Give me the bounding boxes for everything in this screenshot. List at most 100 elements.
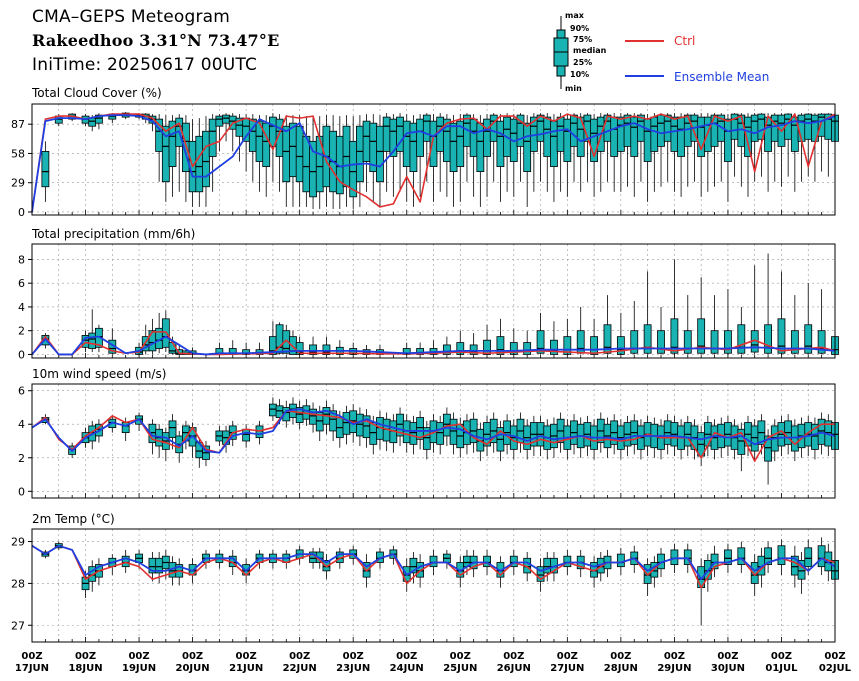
box-body: [222, 114, 230, 124]
box-body: [355, 125, 364, 183]
x-tick-label-date: 22JUN: [283, 663, 317, 674]
x-tick-label-time: 00Z: [450, 651, 471, 662]
box-body: [737, 324, 746, 354]
box-body: [750, 114, 759, 142]
box-body: [88, 332, 97, 349]
mean-line: [31, 408, 836, 454]
y-tick-label: 0: [18, 485, 25, 498]
legend-mean-label: Ensemble Mean: [674, 70, 769, 84]
box-body: [483, 118, 491, 157]
box-body: [804, 113, 813, 140]
box-body: [724, 549, 732, 565]
box-body: [342, 412, 351, 435]
box-body: [429, 555, 438, 568]
legend-box-label: 10%: [570, 70, 589, 79]
y-tick-label: 0: [18, 348, 25, 361]
panel-1: Total precipitation (mm/6h) 0 2 4 6 8: [18, 227, 839, 361]
panel-0: Total Cloud Cover (%) 0 29 58 87: [11, 86, 839, 219]
x-tick-label-date: 25JUN: [443, 663, 477, 674]
x-tick-label-time: 00Z: [610, 651, 631, 662]
box-body: [376, 125, 384, 183]
x-tick-label-date: 28JUN: [604, 663, 638, 674]
box-body: [469, 118, 478, 157]
box-body: [536, 330, 545, 354]
mean-line: [31, 114, 836, 213]
x-tick-label-time: 00Z: [503, 651, 524, 662]
y-tick-label: 87: [11, 118, 25, 131]
box-body: [570, 114, 578, 147]
box-body: [88, 117, 97, 127]
box-body: [643, 324, 652, 354]
box-body: [657, 114, 665, 147]
box-body: [242, 428, 251, 442]
legend-box-label: max: [565, 11, 585, 20]
box-body: [764, 116, 772, 152]
box-body: [295, 125, 304, 183]
box-body: [710, 553, 719, 570]
box-body: [683, 549, 692, 565]
box-body: [483, 339, 491, 355]
mean-line: [31, 335, 836, 356]
box-body: [670, 116, 679, 152]
box-body: [804, 547, 813, 568]
box-body: [817, 545, 826, 568]
y-tick-label: 29: [11, 536, 25, 549]
box-body: [650, 116, 659, 152]
location-label: Rakeedhoo 3.31°N 73.47°E: [32, 31, 280, 50]
box-body: [202, 130, 210, 188]
x-tick-label-time: 00Z: [664, 651, 685, 662]
y-tick-label: 0: [18, 206, 25, 219]
box-body: [543, 557, 552, 574]
box-body: [550, 120, 558, 167]
box-body: [483, 555, 491, 568]
box-body: [677, 116, 685, 157]
box-body: [657, 330, 665, 354]
y-tick-label: 29: [11, 177, 25, 190]
x-tick-label-time: 00Z: [182, 651, 203, 662]
ctrl-line: [31, 410, 835, 462]
x-tick-label-date: 27JUN: [550, 663, 584, 674]
legend-ctrl-label: Ctrl: [674, 34, 695, 48]
box-body: [442, 344, 451, 355]
panel-3: 2m Temp (°C) 27 28 29: [11, 512, 839, 643]
box-body: [422, 114, 431, 142]
box-body: [616, 116, 625, 152]
box-body: [623, 114, 632, 147]
box-body: [536, 566, 545, 582]
box-body: [590, 336, 598, 355]
box-body: [436, 422, 445, 445]
x-tick-label-time: 00Z: [128, 651, 149, 662]
box-series: [41, 397, 839, 485]
box-body: [429, 120, 438, 167]
box-body: [362, 120, 371, 162]
x-tick-label-time: 00Z: [717, 651, 738, 662]
box-body: [95, 114, 103, 124]
y-tick-label: 58: [11, 147, 25, 160]
box-body: [215, 115, 224, 127]
box-body: [556, 116, 565, 152]
x-tick-label-date: 02JUL: [819, 663, 852, 674]
box-body: [523, 342, 532, 355]
x-tick-label-date: 23JUN: [336, 663, 370, 674]
box-body: [616, 553, 625, 568]
box-body: [355, 413, 364, 437]
box-body: [603, 114, 612, 142]
box-body: [523, 122, 532, 173]
mean-line: [31, 544, 836, 581]
box-body: [416, 118, 425, 157]
box-body: [737, 547, 746, 565]
legend-box-label: median: [573, 46, 607, 55]
y-tick-label: 28: [11, 577, 25, 590]
y-tick-label: 2: [18, 452, 25, 465]
y-tick-label: 8: [18, 253, 25, 266]
box-body: [770, 114, 779, 142]
box-body: [409, 122, 418, 173]
box-body: [469, 344, 478, 355]
box-body: [710, 330, 719, 354]
legend-box-label: min: [565, 84, 582, 93]
box-body: [416, 348, 425, 355]
box-body: [804, 324, 813, 354]
x-tick-label-date: 01JUL: [765, 663, 798, 674]
box-body: [268, 403, 277, 417]
box-body: [402, 120, 411, 167]
